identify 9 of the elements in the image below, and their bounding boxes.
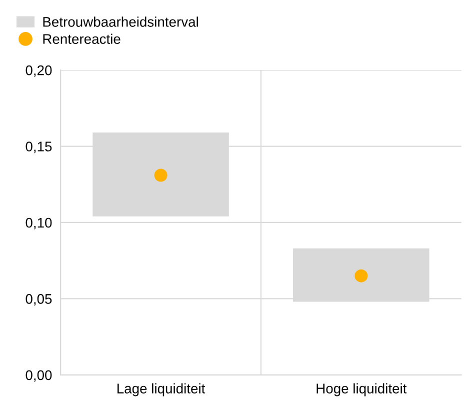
- x-tick-label: Lage liquiditeit: [118, 383, 206, 396]
- legend-label: Rentereactie: [43, 34, 120, 44]
- y-tick-label: 0,05: [26, 294, 52, 306]
- x-tick-label: Hoge liquiditeit: [316, 383, 407, 396]
- y-tick-label: 0,00: [26, 370, 52, 382]
- y-tick-label: 0,20: [26, 65, 52, 77]
- y-tick-label: 0,10: [26, 218, 52, 230]
- legend-label: Betrouwbaarheidsinterval: [43, 16, 198, 27]
- y-tick-label: 0,15: [26, 142, 52, 154]
